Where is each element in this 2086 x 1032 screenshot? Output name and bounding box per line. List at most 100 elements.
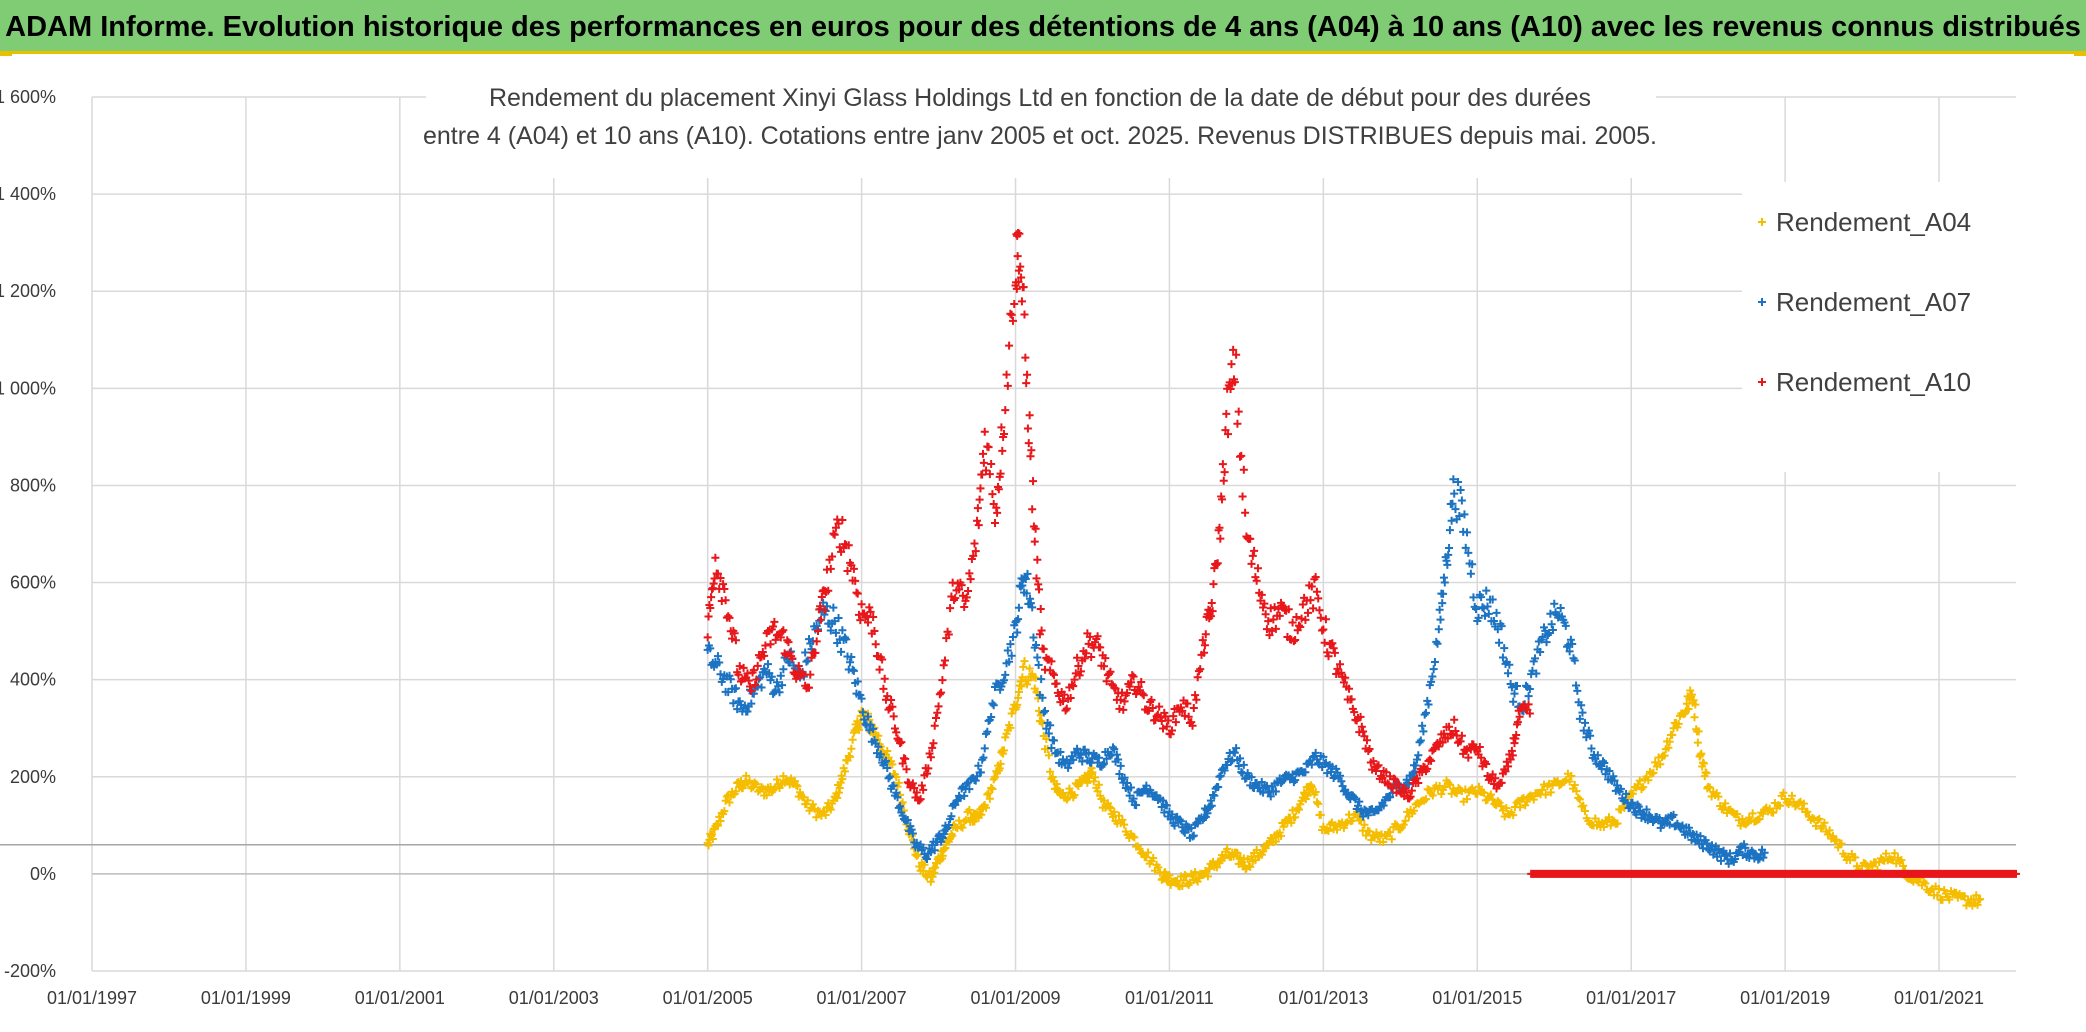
data-point: [1759, 853, 1768, 862]
data-point: [1075, 671, 1084, 680]
data-point: [1046, 721, 1055, 730]
data-point: [1347, 695, 1356, 704]
data-point: [1697, 749, 1706, 758]
data-point: [1044, 751, 1053, 760]
data-point: [1120, 773, 1129, 782]
data-point: [1525, 709, 1534, 718]
data-point: [990, 519, 999, 528]
data-point: [802, 657, 811, 666]
data-point: [923, 855, 932, 864]
data-point: [1021, 574, 1030, 583]
data-point: [1069, 682, 1078, 691]
data-point: [1078, 757, 1087, 766]
data-point: [1093, 632, 1102, 641]
data-point: [1581, 806, 1590, 815]
data-point: [1427, 677, 1436, 686]
data-point: [1945, 895, 1954, 904]
data-point: [731, 636, 740, 645]
data-point: [1421, 795, 1430, 804]
data-point: [720, 584, 729, 593]
data-point: [1261, 610, 1270, 619]
data-point: [1451, 505, 1460, 514]
data-point: [1212, 863, 1221, 872]
data-point: [842, 635, 851, 644]
data-point: [1005, 657, 1014, 666]
data-point: [1328, 639, 1337, 648]
data-point: [1382, 768, 1391, 777]
data-point: [711, 553, 720, 562]
data-point: [923, 769, 932, 778]
data-point: [866, 720, 875, 729]
data-point: [894, 778, 903, 787]
data-point: [993, 508, 1002, 517]
data-point: [917, 781, 926, 790]
data-point: [1226, 384, 1235, 393]
data-point: [1050, 670, 1058, 679]
data-point: [1232, 744, 1241, 753]
data-point: [1277, 831, 1286, 840]
data-point: [1336, 660, 1345, 669]
data-point: [1430, 658, 1439, 667]
data-point: [1573, 686, 1582, 695]
data-point: [1741, 843, 1750, 852]
data-point: [944, 821, 953, 830]
data-point: [1374, 761, 1383, 770]
data-point: [837, 547, 846, 556]
data-point: [1779, 788, 1788, 797]
data-point: [1702, 839, 1711, 848]
data-point: [1395, 780, 1404, 789]
data-point: [1214, 783, 1223, 792]
data-point: [1301, 615, 1310, 624]
data-point: [1137, 678, 1146, 687]
data-point: [928, 743, 937, 752]
data-point: [749, 666, 758, 675]
data-point: [1239, 760, 1248, 769]
data-point: [1435, 605, 1444, 614]
data-point: [1019, 283, 1028, 292]
data-point: [1665, 737, 1674, 746]
data-point: [1440, 783, 1449, 792]
data-point: [1070, 791, 1079, 800]
data-point: [1512, 730, 1521, 739]
data-point: [703, 633, 712, 642]
data-point: [743, 707, 752, 716]
data-point: [862, 611, 871, 620]
data-point: [1237, 768, 1246, 777]
data-point: [820, 606, 829, 615]
data-point: [760, 651, 769, 660]
data-point: [916, 795, 925, 804]
data-point: [1031, 524, 1040, 533]
data-point: [1501, 767, 1510, 776]
data-point: [1110, 745, 1119, 754]
data-point: [1724, 859, 1733, 868]
data-point: [816, 602, 825, 611]
data-point: [889, 712, 898, 721]
data-point: [837, 647, 846, 656]
data-point: [1837, 839, 1846, 848]
data-point: [1353, 801, 1362, 810]
series-flat-segment: [1527, 869, 2020, 878]
data-point: [883, 692, 892, 701]
data-point: [1247, 559, 1256, 568]
data-point: [1714, 792, 1723, 801]
data-point: [1171, 718, 1180, 727]
data-point: [1702, 769, 1711, 778]
data-point: [772, 678, 781, 687]
data-point: [939, 661, 948, 670]
data-point: [853, 677, 862, 686]
data-point: [1216, 534, 1225, 543]
data-point: [1161, 712, 1170, 721]
data-point: [720, 807, 729, 816]
data-point: [1189, 703, 1198, 712]
data-point: [1288, 618, 1297, 627]
data-point: [1733, 849, 1742, 858]
data-point: [1419, 727, 1428, 736]
data-point: [1665, 820, 1674, 829]
data-point: [1639, 783, 1648, 792]
data-point: [1689, 696, 1698, 705]
data-point: [1073, 744, 1082, 753]
data-point: [1656, 823, 1665, 832]
data-point: [1020, 310, 1029, 319]
data-point: [1360, 820, 1369, 829]
data-point: [1120, 697, 1129, 706]
